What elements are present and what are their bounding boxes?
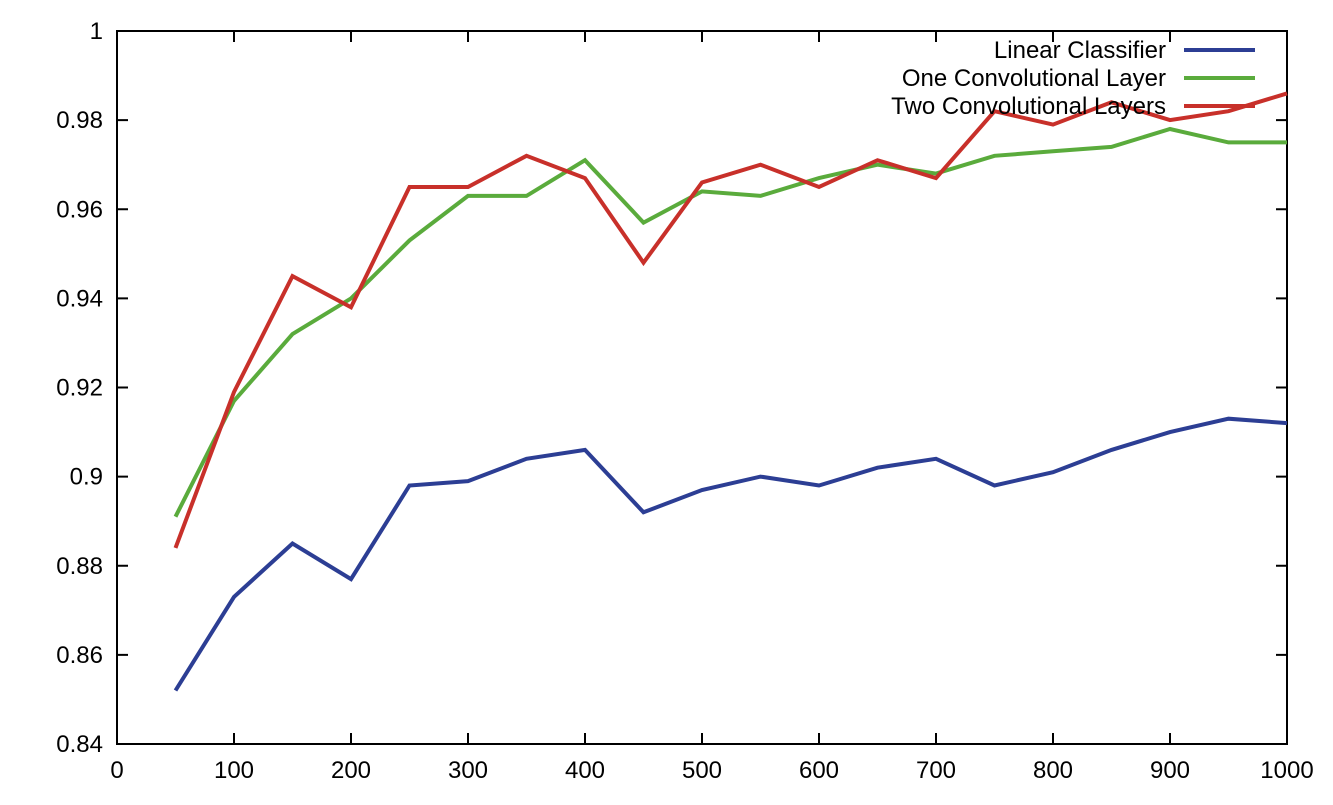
y-tick-label: 0.98 — [56, 107, 103, 134]
legend-label-two-convolutional-layers: Two Convolutional Layers — [891, 93, 1166, 120]
x-tick-label: 100 — [214, 757, 254, 784]
legend-label-linear-classifier: Linear Classifier — [994, 37, 1166, 64]
y-tick-label: 1 — [90, 18, 103, 45]
series-group — [173, 91, 1288, 692]
y-tick-label: 0.84 — [56, 731, 103, 758]
x-axis: 0 100 200 300 400 500 600 700 800 900 1000 — [110, 31, 1314, 784]
x-tick-label: 1000 — [1260, 757, 1313, 784]
legend-label-one-convolutional-layer: One Convolutional Layer — [902, 65, 1166, 92]
x-tick-label: 800 — [1033, 757, 1073, 784]
y-tick-label: 0.92 — [56, 375, 103, 402]
x-tick-label: 0 — [110, 757, 123, 784]
x-tick-label: 900 — [1150, 757, 1190, 784]
y-tick-label: 0.9 — [70, 464, 103, 491]
x-tick-label: 300 — [448, 757, 488, 784]
plot-frame — [116, 30, 1288, 745]
series-line-two-convolutional-layers — [173, 91, 1288, 549]
y-tick-label: 0.88 — [56, 553, 103, 580]
x-tick-label: 700 — [916, 757, 956, 784]
series-line-linear-classifier — [173, 416, 1288, 692]
x-tick-label: 200 — [331, 757, 371, 784]
x-tick-label: 400 — [565, 757, 605, 784]
y-axis: 0.84 0.86 0.88 0.9 0.92 0.94 0.96 0.98 1 — [56, 18, 1287, 758]
y-tick-label: 0.96 — [56, 196, 103, 223]
y-tick-label: 0.86 — [56, 642, 103, 669]
x-tick-label: 500 — [682, 757, 722, 784]
series-line-one-convolutional-layer — [173, 126, 1287, 518]
y-tick-label: 0.94 — [56, 285, 103, 312]
x-tick-label: 600 — [799, 757, 839, 784]
